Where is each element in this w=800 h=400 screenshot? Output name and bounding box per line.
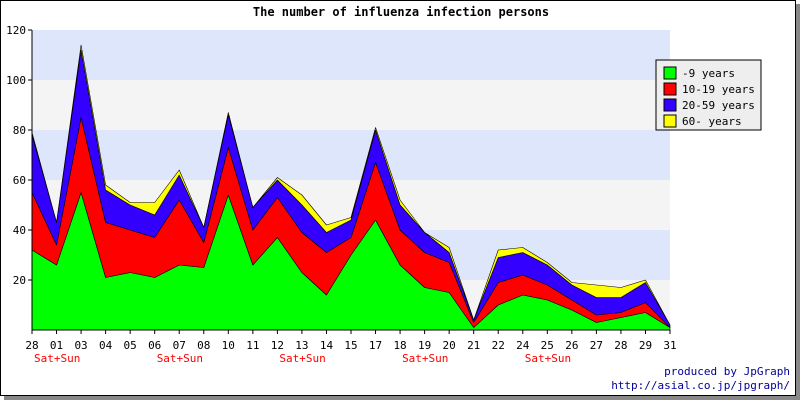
background-bands — [32, 30, 670, 330]
y-tick-label: 80 — [13, 124, 26, 137]
y-tick-label: 60 — [13, 174, 26, 187]
chart-title: The number of influenza infection person… — [253, 5, 549, 19]
x-tick-label: 15 — [344, 339, 357, 352]
y-tick-label: 100 — [6, 74, 26, 87]
y-tick-label: 20 — [13, 274, 26, 287]
area-series-60-years — [31, 44, 671, 326]
x-tick-label: 25 — [541, 339, 554, 352]
x-tick-label: 17 — [369, 339, 382, 352]
x-tick-label: 13 — [295, 339, 308, 352]
x-tick-label: 28 — [614, 339, 627, 352]
x-tick-label: 18 — [393, 339, 406, 352]
x-tick-label: 08 — [197, 339, 210, 352]
x-tick-label: 28 — [25, 339, 38, 352]
x-tick-label: 26 — [565, 339, 578, 352]
x-tick-label: 07 — [173, 339, 186, 352]
legend-swatch — [663, 114, 677, 128]
weekend-label: Sat+Sun — [34, 352, 80, 365]
legend-label: 60- years — [682, 115, 742, 128]
x-tick-label: 03 — [74, 339, 87, 352]
x-tick-label: 27 — [590, 339, 603, 352]
x-tick-label: 14 — [320, 339, 334, 352]
y-ticks: 20 40 60 80 100 120 — [6, 24, 32, 287]
credit-line-2: http://asial.co.jp/jpgraph/ — [611, 379, 790, 392]
x-tick-label: 20 — [443, 339, 456, 352]
y-tick-label: 40 — [13, 224, 26, 237]
weekend-label: Sat+Sun — [279, 352, 325, 365]
x-tick-label: 04 — [99, 339, 113, 352]
x-tick-label: 01 — [50, 339, 63, 352]
credit-line-1: produced by JpGraph — [664, 365, 790, 378]
legend-label: 20-59 years — [682, 99, 755, 112]
x-tick-label: 12 — [271, 339, 284, 352]
x-tick-label: 19 — [418, 339, 431, 352]
legend-swatch — [663, 66, 677, 80]
x-tick-label: 22 — [492, 339, 505, 352]
influenza-area-chart: 20 40 60 80 100 120 28 01 03 04 05 06 07 08 10 11 12 13 1… — [6, 5, 790, 392]
x-tick-label: 11 — [246, 339, 259, 352]
weekend-label: Sat+Sun — [157, 352, 203, 365]
weekend-label: Sat+Sun — [525, 352, 571, 365]
x-tick-label: 29 — [639, 339, 652, 352]
x-tick-label: 21 — [467, 339, 480, 352]
legend-label: 10-19 years — [682, 83, 755, 96]
x-ticks: 28 01 03 04 05 06 07 08 10 11 12 13 14 15 17 18 19 20 21 22… — [25, 330, 677, 365]
grid-band — [32, 80, 670, 130]
x-tick-label: 31 — [663, 339, 676, 352]
x-tick-label: 24 — [516, 339, 530, 352]
legend-label: -9 years — [682, 67, 735, 80]
y-tick-label: 120 — [6, 24, 26, 37]
stacked-areas — [31, 44, 671, 331]
grid-band — [32, 130, 670, 180]
legend-swatch — [663, 98, 677, 112]
x-tick-label: 10 — [222, 339, 235, 352]
legend: -9 years 10-19 years 20-59 years 60- years — [655, 59, 762, 131]
x-tick-label: 05 — [124, 339, 137, 352]
x-tick-label: 06 — [148, 339, 161, 352]
legend-swatch — [663, 82, 677, 96]
weekend-label: Sat+Sun — [402, 352, 448, 365]
grid-band — [32, 30, 670, 80]
